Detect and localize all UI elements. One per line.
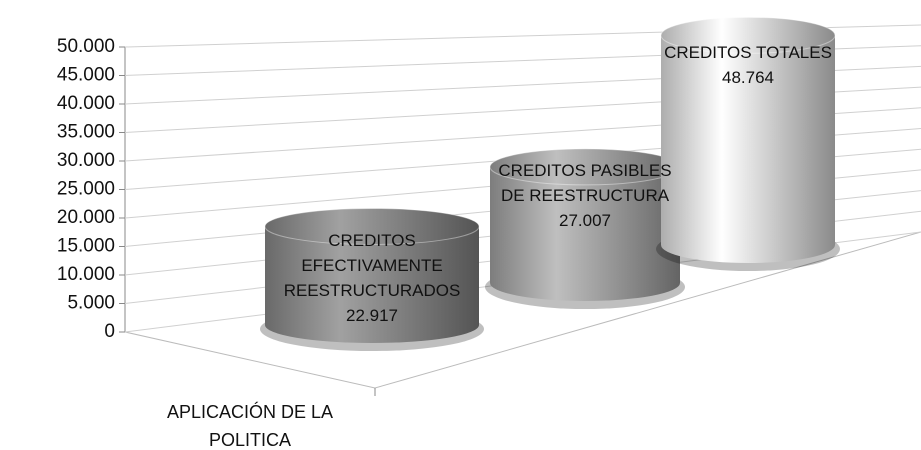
cylinder xyxy=(485,148,685,309)
x-tick-label: APLICACIÓN DE LA POLITICA xyxy=(166,402,334,450)
cylinder xyxy=(260,207,484,351)
y-tick-label: 35.000 xyxy=(57,122,115,143)
series-label: CREDITOS PASIBLES DE REESTRUCTURA xyxy=(498,161,672,205)
y-tick-label: 0 xyxy=(104,321,115,342)
y-tick-label: 5.000 xyxy=(67,293,115,314)
y-tick-label: 50.000 xyxy=(57,36,115,57)
y-tick-label: 20.000 xyxy=(57,207,115,228)
value-label: 48.764 xyxy=(722,68,774,87)
value-label: 27.007 xyxy=(559,211,611,230)
cylinder-body xyxy=(661,35,835,263)
cylinder-top xyxy=(264,207,480,245)
value-label: 22.917 xyxy=(346,306,398,325)
y-tick-label: 10.000 xyxy=(57,264,115,285)
series-label: CREDITOS EFECTIVAMENTE REESTRUCTURADOS xyxy=(283,231,461,300)
series-label: CREDITOS TOTALES xyxy=(664,43,832,62)
y-tick-label: 25.000 xyxy=(57,179,115,200)
y-tick-label: 15.000 xyxy=(57,236,115,257)
cylinder-body xyxy=(490,166,680,301)
y-tick-label: 40.000 xyxy=(57,93,115,114)
y-tick-label: 30.000 xyxy=(57,150,115,171)
cylinder-body xyxy=(265,226,479,343)
cylinder xyxy=(656,16,840,271)
cylinder-top xyxy=(660,16,836,54)
y-tick-label: 45.000 xyxy=(57,65,115,86)
